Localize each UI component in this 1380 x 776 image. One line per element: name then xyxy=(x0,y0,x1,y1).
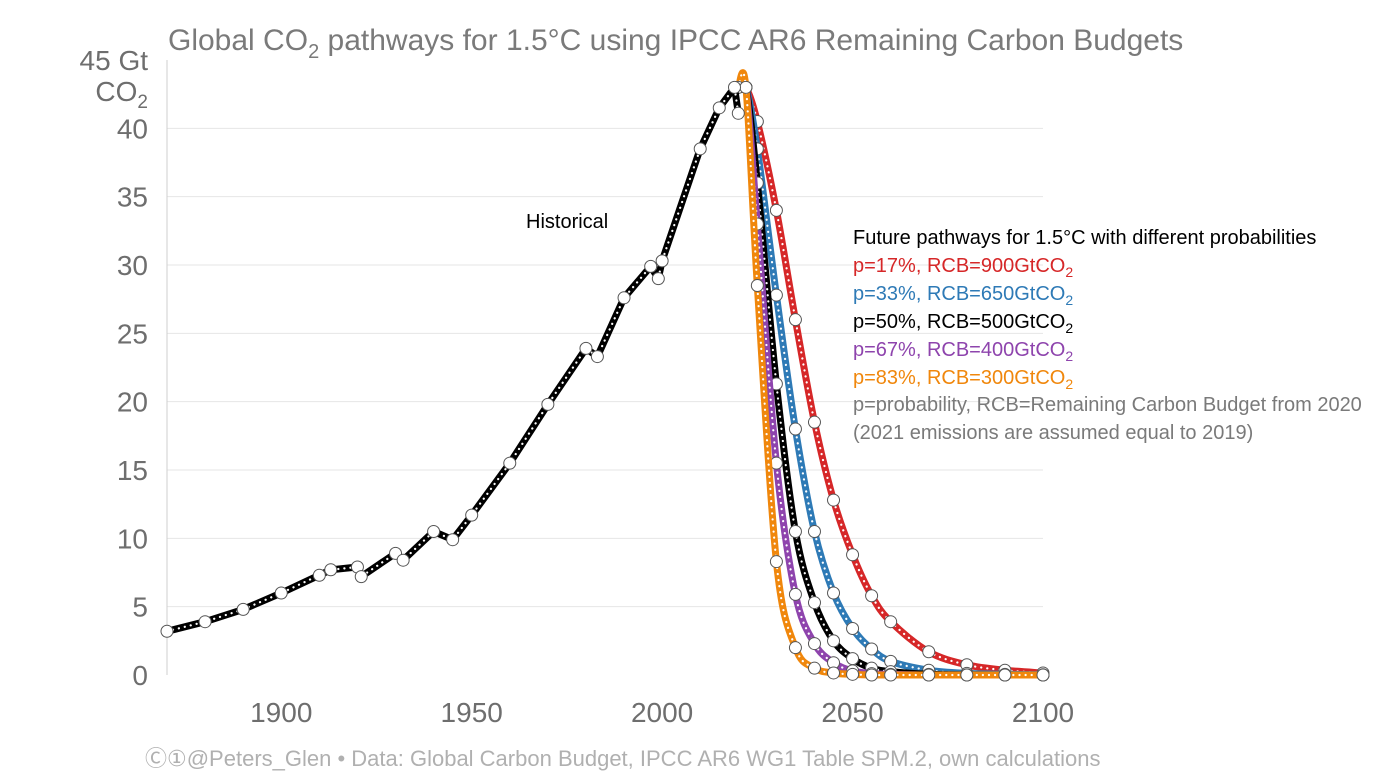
y-tick-10: 10 xyxy=(117,523,148,554)
historical-marker-1950 xyxy=(465,508,479,522)
historical-marker-1910 xyxy=(312,568,326,582)
x-tick-2050: 2050 xyxy=(821,697,883,728)
historical-marker-1900 xyxy=(274,586,288,600)
historical-label: Historical xyxy=(526,211,608,233)
historical-marker-1921 xyxy=(354,570,368,584)
pathway-4-marker-2025 xyxy=(750,279,764,292)
pathway-2-marker-2045 xyxy=(827,634,841,648)
historical-marker-1999 xyxy=(651,272,665,286)
pathway-1-marker-2055 xyxy=(865,642,879,656)
historical-marker-1932 xyxy=(396,553,410,567)
legend-item-2: p=50%, RCB=500GtCO2 xyxy=(853,311,1073,336)
historical-dots xyxy=(165,84,740,633)
y-tick-20: 20 xyxy=(117,387,148,418)
pathway-4-marker-2090 xyxy=(998,668,1012,682)
pathway-4-dots xyxy=(737,71,1045,677)
legend-item-3: p=67%, RCB=400GtCO2 xyxy=(853,339,1073,364)
pathway-4-marker-2060 xyxy=(884,668,898,682)
historical-marker-2019 xyxy=(727,80,741,94)
historical-marker-2010 xyxy=(693,142,707,156)
pathway-1-marker-2045 xyxy=(827,586,841,600)
historical-marker-2015 xyxy=(712,101,726,115)
y-axis-label-line2: CO2 xyxy=(95,76,148,113)
historical-marker-1890 xyxy=(236,602,250,616)
pathway-1-marker-2030 xyxy=(769,288,783,302)
historical-marker-1997 xyxy=(644,259,658,273)
pathway-0-dots xyxy=(737,83,1045,675)
pathway-4-marker-2030 xyxy=(769,555,783,569)
y-tick-5: 5 xyxy=(132,592,148,623)
y-tick-0: 0 xyxy=(132,660,148,691)
pathway-0-marker-2040 xyxy=(807,415,821,429)
pathway-4-marker-2100 xyxy=(1036,668,1050,682)
historical-series xyxy=(160,80,745,638)
pathway-1-marker-2035 xyxy=(788,422,802,436)
pathway-1-marker-2040 xyxy=(807,525,821,538)
legend: Future pathways for 1.5°C with different… xyxy=(853,227,1362,444)
legend-item-1: p=33%, RCB=650GtCO2 xyxy=(853,283,1073,308)
y-tick-25: 25 xyxy=(117,318,148,349)
historical-marker-1960 xyxy=(503,456,517,470)
historical-marker-1870 xyxy=(160,624,174,638)
pathway-0-marker-2060 xyxy=(884,615,898,629)
pathway-0-marker-2030 xyxy=(769,203,783,217)
historical-marker-1970 xyxy=(541,397,555,411)
x-tick-1900: 1900 xyxy=(250,697,312,728)
legend-item-0: p=17%, RCB=900GtCO2 xyxy=(853,255,1073,280)
legend-note-1: p=probability, RCB=Remaining Carbon Budg… xyxy=(853,394,1362,416)
legend-title: Future pathways for 1.5°C with different… xyxy=(853,227,1316,249)
pathway-4-series xyxy=(731,69,1050,682)
pathway-4-marker-2045 xyxy=(827,666,841,680)
x-tick-labels: 1900 1950 2000 2050 2100 xyxy=(250,697,1074,728)
pathway-0-marker-2035 xyxy=(788,313,802,327)
x-tick-2000: 2000 xyxy=(631,697,693,728)
historical-marker-2000 xyxy=(655,254,669,268)
pathway-2-marker-2035 xyxy=(788,525,802,538)
pathway-1-marker-2050 xyxy=(846,622,860,636)
pathway-0-marker-2070 xyxy=(922,645,936,659)
y-axis-label-line1: 45 Gt xyxy=(80,45,149,76)
pathway-4-marker-2055 xyxy=(865,668,879,682)
legend-item-4: p=83%, RCB=300GtCO2 xyxy=(853,367,1073,392)
y-tick-30: 30 xyxy=(117,250,148,281)
historical-marker-1880 xyxy=(198,615,212,629)
pathway-0-marker-2050 xyxy=(846,548,860,562)
pathway-3-marker-2035 xyxy=(788,587,802,601)
pathway-0-marker-2055 xyxy=(865,589,879,603)
pathway-4-marker-2050 xyxy=(846,667,860,681)
pathway-4-marker-2040 xyxy=(807,661,821,675)
historical-marker-2020 xyxy=(731,106,745,120)
historical-marker-1990 xyxy=(617,291,631,305)
historical-line xyxy=(163,83,742,635)
pathway-4-marker-2022 xyxy=(739,80,753,94)
y-tick-15: 15 xyxy=(117,455,148,486)
historical-marker-1983 xyxy=(590,350,604,364)
legend-note-2: (2021 emissions are assumed equal to 201… xyxy=(853,422,1253,444)
chart-title: Global CO2 pathways for 1.5°C using IPCC… xyxy=(168,24,1183,63)
series-group xyxy=(160,69,1050,682)
pathway-2-marker-2050 xyxy=(846,652,860,666)
y-tick-40: 40 xyxy=(117,113,148,144)
pathway-3-marker-2040 xyxy=(807,637,821,651)
pathway-4-marker-2035 xyxy=(788,641,802,655)
y-tick-labels: 0 5 10 15 20 25 30 35 40 xyxy=(117,113,148,691)
historical-marker-1940 xyxy=(427,525,441,538)
footer-credit: Ⓒ①@Peters_Glen • Data: Global Carbon Bud… xyxy=(145,746,1100,771)
pathway-0-marker-2045 xyxy=(827,493,841,507)
x-tick-1950: 1950 xyxy=(441,697,503,728)
historical-marker-1980 xyxy=(579,341,593,355)
x-tick-2100: 2100 xyxy=(1012,697,1074,728)
historical-marker-1913 xyxy=(324,563,338,577)
pathway-2-marker-2040 xyxy=(807,596,821,610)
pathway-4-marker-2070 xyxy=(922,668,936,682)
y-tick-35: 35 xyxy=(117,182,148,213)
historical-marker-1945 xyxy=(446,533,460,547)
pathway-4-marker-2080 xyxy=(960,668,974,682)
legend-items: p=17%, RCB=900GtCO2 p=33%, RCB=650GtCO2 p=… xyxy=(853,255,1073,392)
